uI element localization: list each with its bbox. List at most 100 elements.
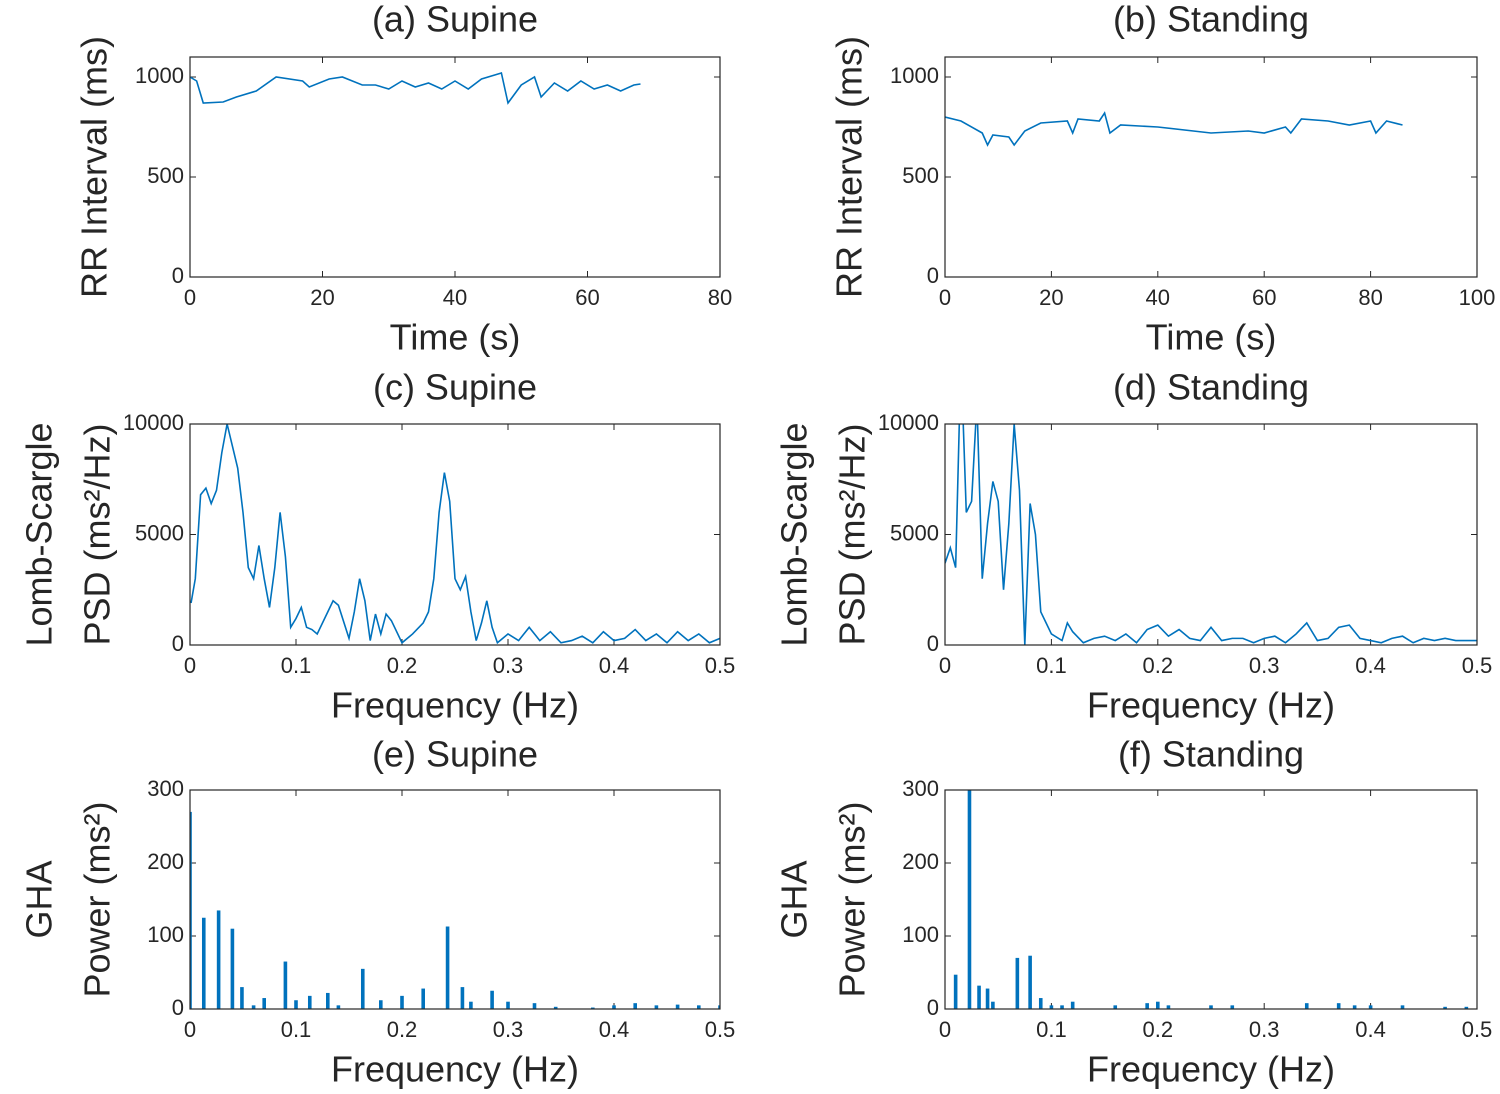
x-tick-label: 0 <box>939 285 951 310</box>
axes-box <box>189 423 721 646</box>
x-tick-label: 0.1 <box>1036 653 1067 678</box>
x-tick-label: 0.4 <box>599 653 630 678</box>
bar <box>718 1005 720 1009</box>
bar <box>953 974 958 1009</box>
bar <box>1049 1005 1054 1009</box>
x-tick-label: 0 <box>939 653 951 678</box>
bar <box>230 928 235 1009</box>
bar <box>445 926 450 1009</box>
y-tick-label: 0 <box>172 631 184 656</box>
bar <box>675 1004 680 1009</box>
axes-box <box>944 423 1478 646</box>
x-axis-label: Frequency (Hz) <box>1087 1049 1335 1090</box>
bar <box>240 987 244 1009</box>
y-axis-label: Power (ms²) <box>77 802 118 998</box>
bar <box>326 992 330 1009</box>
y-tick-label: 1000 <box>890 63 939 88</box>
bar <box>654 1005 659 1009</box>
bar <box>294 1000 298 1009</box>
subplot: (a) Supine Time (s) RR Interval (ms) 0 20 40 6… <box>74 0 733 358</box>
bar <box>697 1005 701 1009</box>
x-tick-label: 0.3 <box>1249 1017 1280 1042</box>
bar <box>1368 1005 1373 1009</box>
bar <box>1400 1005 1405 1009</box>
data-line <box>190 424 720 645</box>
x-tick-label: 80 <box>708 285 732 310</box>
subplot: (b) Standing Time (s) RR Interval (ms) 0 20 4… <box>829 0 1496 358</box>
bar <box>190 811 192 1009</box>
bar <box>553 1006 558 1009</box>
x-tick-label: 0.1 <box>281 653 312 678</box>
x-tick-label: 0.5 <box>1462 653 1493 678</box>
y-axis-label: RR Interval (ms) <box>74 36 115 298</box>
y-tick-label: 10000 <box>878 410 939 435</box>
x-tick-label: 0.5 <box>705 653 736 678</box>
bar <box>490 990 494 1009</box>
y-tick-label: 5000 <box>890 520 939 545</box>
x-tick-label: 0.4 <box>1355 653 1386 678</box>
bar <box>400 995 404 1009</box>
y-tick-label: 10000 <box>123 410 184 435</box>
subplot-title: (d) Standing <box>1113 367 1309 408</box>
x-tick-label: 0 <box>184 285 196 310</box>
bar <box>460 987 465 1009</box>
x-tick-label: 0.5 <box>1462 1017 1493 1042</box>
y-axis-label: Power (ms²) <box>832 802 873 998</box>
bar <box>421 988 425 1009</box>
bar <box>336 1005 341 1009</box>
bar <box>1304 1003 1309 1009</box>
data-line <box>945 111 1403 147</box>
axes-box <box>189 789 721 1010</box>
x-tick-label: 0.3 <box>493 1017 524 1042</box>
x-axis-label: Time (s) <box>1146 317 1277 358</box>
subplot: (c) Supine Frequency (Hz) Lomb-Scargle PSD … <box>19 367 736 726</box>
axes-box <box>944 56 1478 278</box>
y-tick-label: 200 <box>147 849 184 874</box>
bar <box>977 985 981 1009</box>
subplot-title: (e) Supine <box>372 734 538 775</box>
x-tick-label: 0 <box>184 1017 196 1042</box>
y-axis-label: GHA <box>774 860 815 938</box>
bar <box>1145 1003 1149 1009</box>
bar <box>1464 1006 1469 1009</box>
bar <box>991 1001 995 1009</box>
y-tick-label: 0 <box>172 263 184 288</box>
x-tick-label: 0 <box>184 653 196 678</box>
subplot: (d) Standing Frequency (Hz) Lomb-Scargle PS… <box>774 367 1493 726</box>
bar <box>967 790 972 1009</box>
bar <box>1166 1005 1171 1009</box>
bar <box>251 1005 256 1009</box>
y-tick-label: 0 <box>927 631 939 656</box>
bar <box>469 1001 473 1009</box>
bar <box>1352 1005 1357 1009</box>
y-tick-label: 200 <box>902 849 939 874</box>
y-axis-label: Lomb-Scargle <box>19 422 60 646</box>
bar <box>1060 1005 1064 1009</box>
y-tick-label: 300 <box>147 776 184 801</box>
y-axis-label: PSD (ms²/Hz) <box>77 424 118 646</box>
x-tick-label: 60 <box>575 285 599 310</box>
bar <box>201 917 206 1009</box>
bar <box>379 1000 383 1009</box>
y-axis-label: RR Interval (ms) <box>829 36 870 298</box>
x-tick-label: 0.4 <box>1355 1017 1386 1042</box>
y-tick-label: 0 <box>927 995 939 1020</box>
subplot-title: (f) Standing <box>1118 734 1304 775</box>
y-axis-label: GHA <box>19 860 60 938</box>
x-tick-label: 0.4 <box>599 1017 630 1042</box>
data-line <box>945 424 1477 645</box>
bar <box>985 988 990 1009</box>
bar <box>1015 957 1020 1009</box>
bar <box>216 910 221 1009</box>
bar <box>1113 1005 1118 1009</box>
axes-box <box>944 789 1478 1010</box>
bar <box>1336 1003 1341 1009</box>
bar <box>1028 955 1032 1009</box>
x-tick-label: 0.5 <box>705 1017 736 1042</box>
bar <box>1230 1005 1235 1009</box>
bar <box>283 961 288 1009</box>
x-tick-label: 20 <box>1039 285 1063 310</box>
x-tick-label: 0.2 <box>1143 1017 1174 1042</box>
